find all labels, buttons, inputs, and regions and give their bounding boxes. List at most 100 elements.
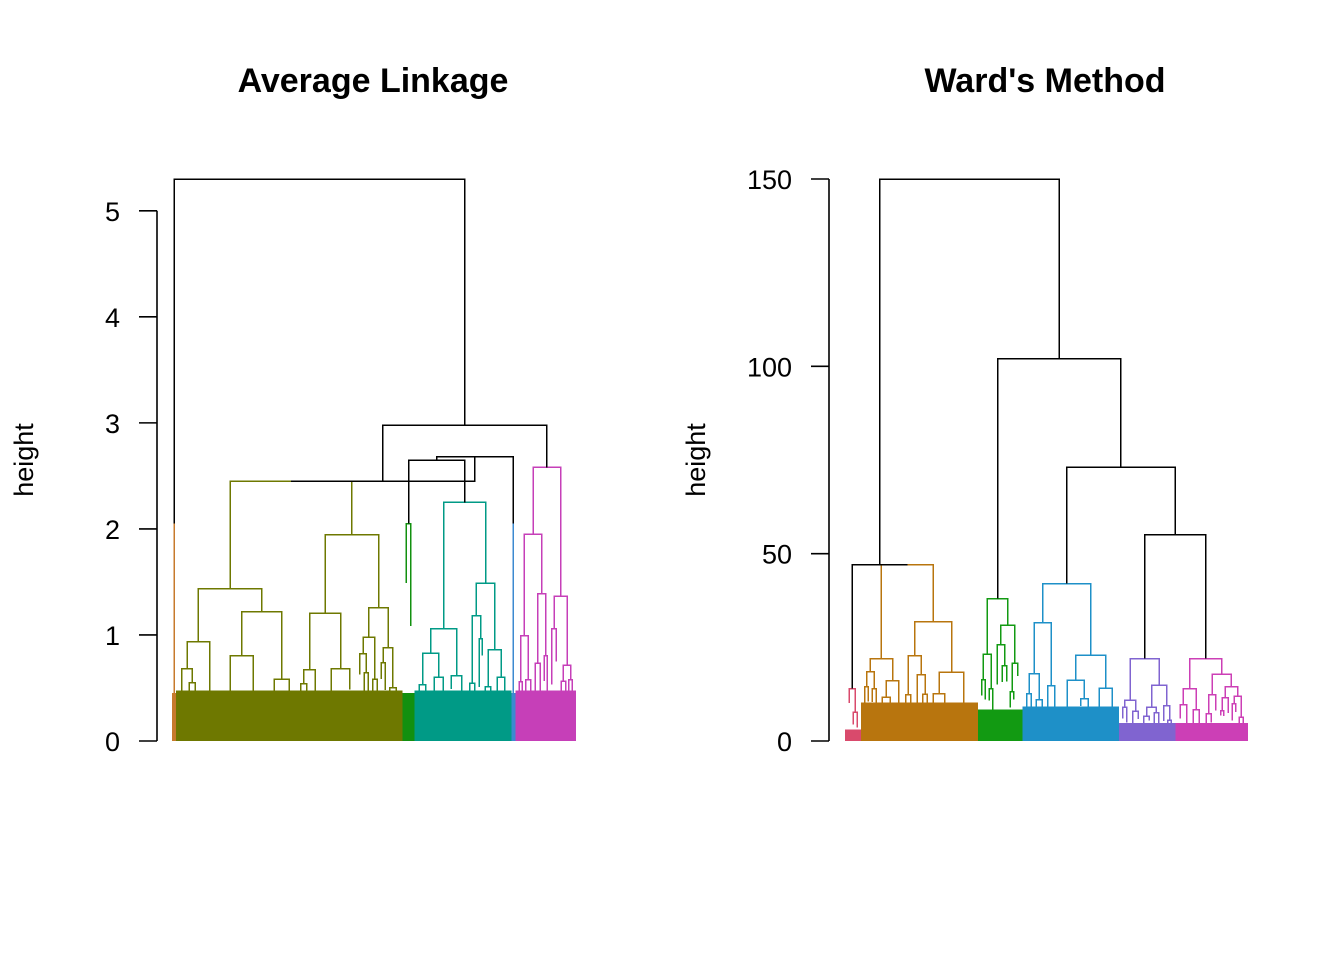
average-linkage-cluster-2-branch	[359, 652, 367, 675]
wards-method-y-tick-label-150: 150	[747, 165, 792, 195]
average-linkage-cluster-2-leaves	[176, 690, 403, 741]
wards-method-cluster-4-branch	[1041, 582, 1092, 656]
wards-method-cluster-4-branch	[1075, 654, 1107, 689]
wards-method-cluster-2-branch	[880, 564, 934, 659]
average-linkage-dendrogram	[172, 178, 576, 741]
wards-method-cluster-2-branch	[938, 671, 965, 707]
average-linkage-cluster-2-branch	[363, 671, 369, 695]
average-linkage-cluster-5-leaves	[511, 693, 516, 741]
average-linkage-title: Average Linkage	[238, 62, 509, 100]
wards-method-cluster-6-branch	[1219, 710, 1225, 716]
average-linkage-y-tick-label-0: 0	[105, 727, 120, 757]
average-linkage-merge-branch	[382, 424, 548, 482]
wards-method-cluster-5-branch	[1131, 710, 1140, 723]
wards-method-cluster-2-leaves	[861, 702, 978, 741]
wards-method-cluster-4-branch	[1035, 699, 1043, 723]
average-linkage-y-tick-label-3: 3	[105, 409, 120, 439]
wards-method-y-axis: 0 50 100 150	[747, 165, 830, 757]
average-linkage-merge-branch	[173, 178, 466, 524]
wards-method-cluster-1-branch	[852, 711, 859, 728]
average-linkage-cluster-5	[511, 523, 516, 741]
average-linkage-cluster-6-branch	[568, 678, 574, 708]
average-linkage-merge-branch	[407, 459, 466, 524]
wards-method-cluster-5-branch	[1166, 719, 1173, 732]
average-linkage-cluster-6-leaves	[515, 690, 576, 741]
wards-method-merge-branch	[1143, 534, 1207, 659]
wards-method-cluster-3	[977, 597, 1023, 741]
wards-method-cluster-6-branch	[1182, 687, 1197, 710]
wards-method-title: Ward's Method	[924, 62, 1165, 100]
wards-method-merge-branch	[996, 358, 1122, 599]
wards-method-cluster-4-branch	[1033, 621, 1052, 686]
average-linkage-cluster-6-branch	[560, 680, 567, 713]
average-linkage-cluster-1-leaves	[172, 693, 177, 741]
wards-method-cluster-4-leaves	[1022, 706, 1120, 741]
average-linkage-cluster-6-branch	[550, 628, 558, 685]
average-linkage-cluster-4-branch	[429, 628, 458, 676]
average-linkage-cluster-6-branch	[534, 662, 541, 692]
wards-method-panel: Ward's Method height 0 50 100 150	[681, 62, 1248, 757]
average-linkage-cluster-4-branch	[487, 648, 502, 687]
wards-method-cluster-3-branch	[1009, 690, 1015, 708]
average-linkage-cluster-3-branch	[405, 522, 412, 627]
wards-method-cluster-5-branch	[1123, 699, 1137, 712]
wards-method-cluster-6-branch	[1211, 673, 1233, 695]
wards-method-cluster-1	[845, 687, 862, 741]
wards-method-cluster-3-branch	[986, 597, 1009, 655]
average-linkage-cluster-4	[414, 501, 512, 741]
average-linkage-cluster-6-branch	[523, 533, 543, 636]
average-linkage-merges	[173, 178, 548, 524]
wards-method-cluster-2	[861, 564, 978, 741]
wards-method-cluster-6-leaves	[1175, 722, 1248, 741]
wards-method-cluster-3-leaves	[977, 709, 1023, 741]
wards-method-merge-branch	[851, 564, 908, 689]
wards-method-cluster-2-branch	[864, 685, 870, 716]
average-linkage-cluster-4-leaves	[414, 690, 512, 741]
average-linkage-cluster-2-branch	[229, 654, 255, 697]
average-linkage-cluster-6-branch	[537, 592, 547, 664]
wards-method-cluster-5	[1119, 657, 1176, 741]
average-linkage-cluster-2-branch	[388, 686, 397, 713]
average-linkage-cluster-2-branch	[188, 682, 196, 697]
wards-method-cluster-5-branch	[1150, 684, 1168, 708]
wards-method-cluster-5-branch	[1129, 657, 1160, 701]
wards-method-merge-branch	[1065, 466, 1176, 584]
wards-method-ylabel: height	[681, 423, 711, 497]
average-linkage-cluster-2-branch	[197, 588, 263, 642]
wards-method-cluster-4-branch	[1066, 679, 1086, 708]
wards-method-y-tick-label-0: 0	[777, 727, 792, 757]
wards-method-cluster-6-branch	[1231, 702, 1237, 721]
wards-method-cluster-6	[1175, 657, 1248, 741]
wards-method-y-tick-label-50: 50	[762, 540, 792, 570]
wards-method-dendrogram	[845, 178, 1248, 741]
average-linkage-cluster-6-branch	[543, 654, 549, 695]
wards-method-cluster-1-leaves	[845, 729, 862, 741]
wards-method-cluster-4-branch	[1026, 692, 1033, 713]
average-linkage-cluster-2-branch	[308, 612, 342, 670]
average-linkage-cluster-1	[172, 523, 177, 741]
wards-method-merge-branch	[879, 178, 1061, 565]
wards-method-cluster-2-branch	[907, 654, 922, 695]
average-linkage-cluster-2-branch	[380, 661, 387, 690]
wards-method-cluster-2-branch	[865, 671, 875, 689]
average-linkage-cluster-2-branch	[273, 678, 291, 703]
average-linkage-cluster-4-branch	[478, 637, 484, 687]
average-linkage-merge-branch	[291, 456, 476, 482]
average-linkage-cluster-3	[402, 522, 415, 741]
average-linkage-cluster-2-branch	[330, 668, 351, 692]
average-linkage-panel: Average Linkage height 0 1 2 3 4 5	[9, 62, 576, 757]
average-linkage-cluster-4-branch	[421, 652, 440, 685]
wards-method-cluster-2-branch	[932, 692, 946, 715]
wards-method-cluster-2-branch	[922, 693, 929, 716]
wards-method-cluster-3-branch	[996, 644, 1006, 685]
average-linkage-cluster-2-branch	[241, 611, 283, 680]
wards-method-cluster-2-branch	[913, 620, 953, 673]
wards-method-cluster-1-branch	[848, 687, 857, 713]
average-linkage-cluster-2	[176, 480, 403, 741]
average-linkage-cluster-4-branch	[442, 501, 487, 629]
average-linkage-cluster-2-branch	[368, 607, 389, 648]
wards-method-cluster-3-branch	[980, 679, 986, 700]
wards-method-cluster-2-branch	[885, 679, 900, 708]
